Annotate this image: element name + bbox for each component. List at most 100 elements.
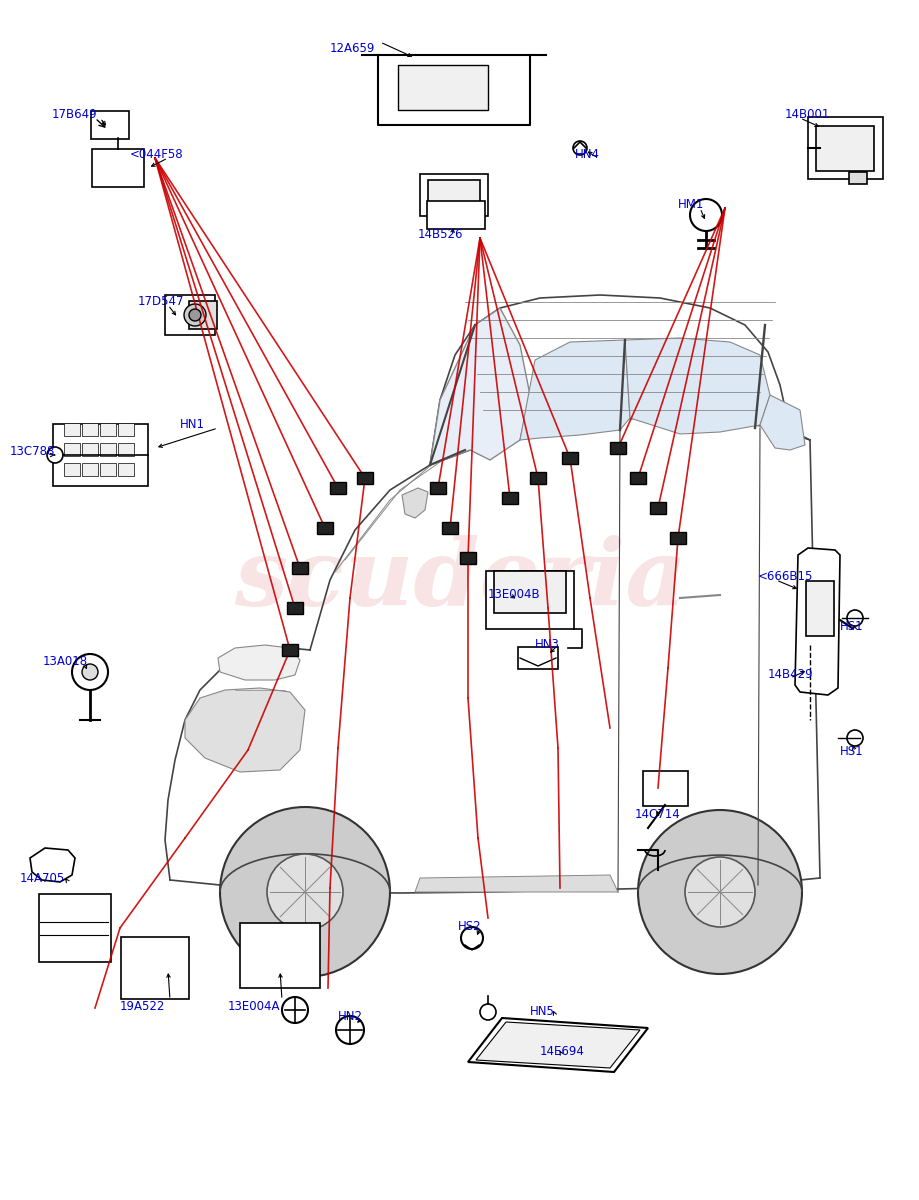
Text: HN5: HN5	[530, 1006, 555, 1018]
Bar	[486, 571, 574, 629]
Bar	[118, 443, 134, 456]
Text: 17D547: 17D547	[138, 295, 185, 308]
Bar	[121, 937, 189, 998]
Circle shape	[847, 730, 863, 746]
Text: 14B526: 14B526	[418, 228, 463, 241]
Circle shape	[480, 1004, 496, 1020]
Bar	[64, 422, 80, 436]
Bar	[118, 463, 134, 476]
Bar	[816, 126, 874, 170]
Bar	[442, 522, 458, 534]
Bar	[52, 424, 148, 486]
Bar	[849, 172, 867, 184]
Polygon shape	[30, 848, 75, 882]
Bar	[806, 581, 834, 636]
Text: 13A018: 13A018	[43, 655, 88, 668]
Polygon shape	[760, 395, 805, 450]
Bar	[118, 422, 134, 436]
Polygon shape	[415, 875, 618, 892]
Text: HS1: HS1	[840, 620, 864, 634]
Circle shape	[685, 857, 755, 926]
Polygon shape	[476, 1022, 640, 1068]
Circle shape	[336, 1016, 364, 1044]
Circle shape	[690, 199, 722, 230]
Bar	[39, 894, 111, 962]
Bar	[100, 443, 116, 456]
Bar	[518, 647, 558, 670]
Circle shape	[189, 308, 201, 320]
Bar	[82, 443, 98, 456]
Polygon shape	[430, 308, 530, 464]
Bar	[670, 532, 686, 544]
Polygon shape	[520, 340, 630, 440]
Bar	[189, 301, 217, 329]
Bar	[494, 571, 566, 613]
Bar	[630, 472, 646, 484]
Bar	[317, 522, 333, 534]
Bar	[642, 770, 687, 805]
Text: <044F58: <044F58	[130, 148, 184, 161]
Bar	[64, 463, 80, 476]
Polygon shape	[468, 1018, 648, 1072]
Text: 12A659: 12A659	[330, 42, 375, 55]
Text: 14E694: 14E694	[540, 1045, 584, 1058]
Circle shape	[638, 810, 802, 974]
Text: HN2: HN2	[338, 1010, 363, 1022]
Text: HN4: HN4	[575, 148, 600, 161]
Text: HS1: HS1	[840, 745, 864, 758]
Bar	[292, 562, 308, 574]
Bar	[82, 422, 98, 436]
Circle shape	[220, 806, 390, 977]
Bar	[165, 295, 215, 335]
Text: HS2: HS2	[458, 920, 482, 934]
Bar	[357, 472, 373, 484]
Circle shape	[184, 304, 206, 326]
Polygon shape	[218, 646, 300, 680]
Circle shape	[573, 140, 587, 155]
Text: 13E004A: 13E004A	[228, 1000, 280, 1013]
Bar	[427, 200, 485, 229]
Circle shape	[72, 654, 108, 690]
Bar	[100, 463, 116, 476]
Bar	[460, 552, 476, 564]
Text: scuderia: scuderia	[233, 535, 686, 625]
Bar	[240, 923, 320, 988]
Bar	[287, 602, 303, 614]
Bar	[398, 65, 488, 110]
Bar	[92, 149, 144, 187]
Text: <666B15: <666B15	[758, 570, 813, 583]
Bar	[430, 482, 446, 494]
Bar	[530, 472, 546, 484]
Bar	[650, 502, 666, 514]
Circle shape	[461, 926, 483, 949]
Bar	[428, 180, 480, 210]
Text: HN3: HN3	[535, 638, 560, 650]
Text: 14C714: 14C714	[635, 808, 681, 821]
Circle shape	[282, 997, 308, 1022]
Polygon shape	[795, 548, 840, 695]
Bar	[502, 492, 518, 504]
Bar	[282, 644, 298, 656]
Circle shape	[47, 446, 63, 463]
Text: 14B429: 14B429	[768, 668, 813, 680]
Circle shape	[267, 854, 343, 930]
Bar	[808, 116, 882, 179]
Bar	[64, 443, 80, 456]
Polygon shape	[402, 488, 428, 518]
Text: 19A522: 19A522	[120, 1000, 165, 1013]
Bar	[610, 442, 626, 454]
Circle shape	[82, 664, 98, 680]
Bar	[562, 452, 578, 464]
Bar	[420, 174, 488, 216]
Circle shape	[847, 610, 863, 626]
Text: 14A705: 14A705	[20, 872, 65, 886]
Polygon shape	[625, 338, 770, 434]
Text: 17B649: 17B649	[52, 108, 97, 121]
Bar	[82, 463, 98, 476]
Text: 13C788: 13C788	[10, 445, 55, 458]
Text: HN1: HN1	[180, 418, 205, 431]
Text: 13E004B: 13E004B	[488, 588, 540, 601]
Text: 14B001: 14B001	[785, 108, 831, 121]
Bar	[91, 110, 129, 139]
Bar	[100, 422, 116, 436]
